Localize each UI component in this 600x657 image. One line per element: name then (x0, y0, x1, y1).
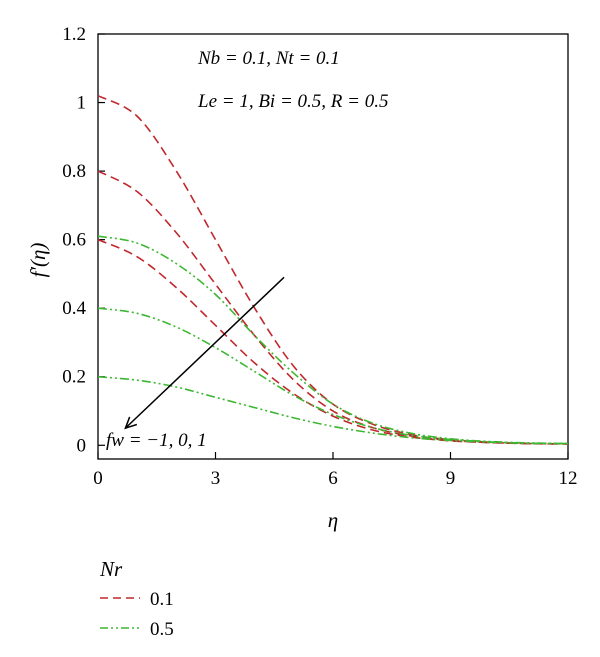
x-tick-label: 12 (559, 468, 578, 489)
axis-ticks: 0 3 6 9 12 0 0.2 0.4 0.6 0.8 1 1.2 (62, 24, 577, 489)
series-line-nr-0-5-fw--1 (97, 235, 569, 445)
legend-label-nr-0-5: 0.5 (150, 619, 174, 640)
x-tick-label: 9 (446, 468, 456, 489)
y-tick-label: 0.4 (62, 298, 86, 319)
annotation-arrow-shaft (124, 276, 285, 429)
x-tick-label: 3 (211, 468, 221, 489)
y-tick-label: 0.8 (62, 161, 86, 182)
series-line-nr-0-1-fw-0 (97, 170, 569, 445)
y-tick-label: 0 (77, 435, 87, 456)
x-tick-label: 6 (328, 468, 338, 489)
annotation-arrow-group (124, 276, 285, 430)
series-line-nr-0-5-fw-0 (97, 307, 569, 445)
y-tick-label: 1.2 (62, 24, 86, 45)
series-line-nr-0-1-fw--1 (97, 94, 569, 445)
legend-label-nr-0-1: 0.1 (150, 589, 174, 610)
series-line-nr-0-1-fw-1 (97, 238, 569, 445)
annotation-arrow-label: fw = −1, 0, 1 (106, 430, 207, 451)
annotation-params-2: Le = 1, Bi = 0.5, R = 0.5 (197, 91, 388, 112)
y-tick-label: 0.2 (62, 367, 86, 388)
x-axis-title: η (328, 508, 338, 532)
legend: Nr 0.1 0.5 (99, 557, 174, 640)
legend-title: Nr (99, 557, 123, 581)
annotation-arrow-head (124, 416, 138, 430)
y-axis-title: f′(η) (26, 243, 50, 278)
plot-area: 0 3 6 9 12 0 0.2 0.4 0.6 0.8 1 1.2 (62, 24, 577, 489)
series-line-nr-0-5-fw-1 (97, 375, 569, 445)
annotation-params-1: Nb = 0.1, Nt = 0.1 (197, 48, 340, 69)
x-tick-label: 0 (93, 468, 103, 489)
series-layer (97, 94, 569, 445)
y-tick-label: 0.6 (62, 230, 86, 251)
y-tick-label: 1 (77, 93, 87, 114)
